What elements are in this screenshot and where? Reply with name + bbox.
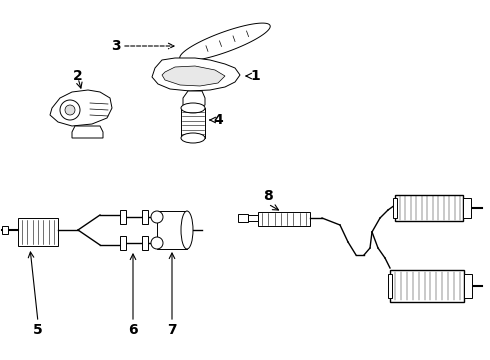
- Bar: [142, 236, 148, 250]
- Bar: [464, 274, 472, 298]
- Text: 3: 3: [111, 39, 121, 53]
- Polygon shape: [162, 66, 225, 86]
- Ellipse shape: [60, 100, 80, 120]
- Bar: [142, 210, 148, 224]
- Polygon shape: [183, 91, 205, 108]
- Bar: [388, 274, 392, 298]
- Bar: [393, 198, 397, 218]
- Polygon shape: [248, 215, 258, 221]
- Text: 6: 6: [128, 323, 138, 337]
- Text: 1: 1: [250, 69, 260, 83]
- Bar: [120, 236, 126, 250]
- Bar: [395, 195, 463, 221]
- Bar: [463, 198, 471, 218]
- Polygon shape: [72, 126, 103, 138]
- Polygon shape: [238, 214, 248, 222]
- Ellipse shape: [181, 133, 205, 143]
- Polygon shape: [152, 58, 240, 91]
- Bar: [120, 210, 126, 224]
- Polygon shape: [180, 23, 270, 61]
- Bar: [181, 108, 205, 138]
- Ellipse shape: [151, 211, 163, 223]
- Bar: [18, 218, 58, 246]
- Polygon shape: [2, 226, 8, 234]
- Bar: [258, 212, 310, 226]
- Text: 7: 7: [167, 323, 177, 337]
- Text: 5: 5: [33, 323, 43, 337]
- Text: 2: 2: [73, 69, 83, 83]
- Bar: [157, 211, 187, 249]
- Ellipse shape: [181, 211, 193, 249]
- Ellipse shape: [181, 103, 205, 113]
- Bar: [390, 270, 464, 302]
- Ellipse shape: [151, 237, 163, 249]
- Ellipse shape: [65, 105, 75, 115]
- Text: 4: 4: [213, 113, 223, 127]
- Polygon shape: [50, 90, 112, 126]
- Text: 8: 8: [263, 189, 273, 203]
